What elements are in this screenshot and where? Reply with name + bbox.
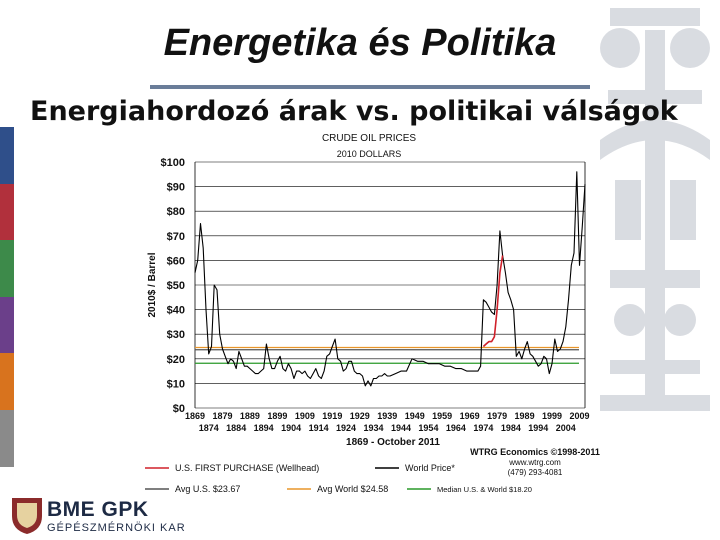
source-line-3: (479) 293-4081 — [508, 468, 563, 477]
legend-label: U.S. FIRST PURCHASE (Wellhead) — [175, 463, 319, 473]
x-tick-label: 1874 — [199, 423, 219, 433]
y-tick-label: $50 — [167, 280, 185, 292]
bme-gpk-logo — [12, 498, 42, 534]
x-tick-label: 1914 — [309, 423, 329, 433]
oil-price-chart: CRUDE OIL PRICES 2010 DOLLARS 2010$ / Ba… — [145, 133, 600, 494]
y-tick-label: $90 — [167, 182, 185, 194]
x-tick-label: 2004 — [556, 423, 576, 433]
x-tick-label: 1869 — [185, 411, 205, 421]
sidebar-stripe-red — [0, 183, 14, 241]
source-line-1: WTRG Economics ©1998-2011 — [470, 447, 600, 457]
y-tick-label: $70 — [167, 231, 185, 243]
y-tick-label: $0 — [173, 403, 185, 415]
x-tick-label: 1909 — [295, 411, 315, 421]
source-line-2: www.wtrg.com — [508, 458, 561, 467]
x-tick-label: 1924 — [336, 423, 356, 433]
sidebar-stripe-green — [0, 240, 14, 297]
sidebar-stripe-purple — [0, 296, 14, 354]
x-tick-label: 1954 — [418, 423, 438, 433]
decorative-emblem-icon — [600, 8, 710, 411]
series-line — [194, 171, 586, 387]
y-tick-label: $20 — [167, 354, 185, 366]
sidebar-color-bar — [0, 127, 14, 467]
x-tick-label: 2009 — [569, 411, 589, 421]
y-tick-label: $100 — [161, 157, 185, 169]
x-tick-label: 1884 — [226, 423, 246, 433]
y-tick-label: $40 — [167, 305, 185, 317]
y-tick-label: $60 — [167, 255, 185, 267]
x-tick-label: 1899 — [267, 411, 287, 421]
x-tick-label: 1929 — [350, 411, 370, 421]
x-tick-label: 1949 — [405, 411, 425, 421]
legend-label: Avg U.S. $23.67 — [175, 484, 240, 494]
x-tick-label: 1979 — [487, 411, 507, 421]
x-tick-label: 1984 — [501, 423, 521, 433]
x-tick-label: 1934 — [364, 423, 384, 433]
x-tick-label: 1994 — [528, 423, 548, 433]
chart-subtitle: 2010 DOLLARS — [337, 149, 402, 159]
x-tick-label: 1974 — [473, 423, 493, 433]
sidebar-stripe-blue — [0, 127, 14, 184]
x-tick-label: 1969 — [460, 411, 480, 421]
x-tick-label: 1999 — [542, 411, 562, 421]
slide-subtitle: Energiahordozó árak vs. politikai válság… — [30, 96, 678, 127]
x-tick-label: 1879 — [212, 411, 232, 421]
y-tick-label: $30 — [167, 329, 185, 341]
x-axis-range-label: 1869 - October 2011 — [346, 437, 440, 448]
x-tick-label: 1919 — [322, 411, 342, 421]
logo-text: BME GPK — [47, 498, 149, 521]
x-tick-label: 1944 — [391, 423, 411, 433]
x-tick-label: 1904 — [281, 423, 301, 433]
x-tick-label: 1939 — [377, 411, 397, 421]
x-tick-label: 1889 — [240, 411, 260, 421]
x-tick-label: 1959 — [432, 411, 452, 421]
sidebar-stripe-gray — [0, 409, 14, 467]
y-axis-label: 2010$ / Barrel — [147, 252, 158, 317]
legend-label: Median U.S. & World $18.20 — [437, 485, 532, 494]
series-line — [482, 255, 504, 348]
logo-subtext: GÉPÉSZMÉRNÖKI KAR — [47, 522, 186, 534]
legend-label: Avg World $24.58 — [317, 484, 388, 494]
sidebar-stripe-orange — [0, 353, 14, 410]
y-tick-label: $80 — [167, 206, 185, 218]
title-underline — [150, 85, 590, 89]
legend-label: World Price* — [405, 463, 455, 473]
slide-title: Energetika és Politika — [163, 22, 557, 64]
chart-title: CRUDE OIL PRICES — [322, 133, 416, 144]
y-tick-label: $10 — [167, 378, 185, 390]
x-tick-label: 1989 — [515, 411, 535, 421]
x-tick-label: 1964 — [446, 423, 466, 433]
x-tick-label: 1894 — [254, 423, 274, 433]
